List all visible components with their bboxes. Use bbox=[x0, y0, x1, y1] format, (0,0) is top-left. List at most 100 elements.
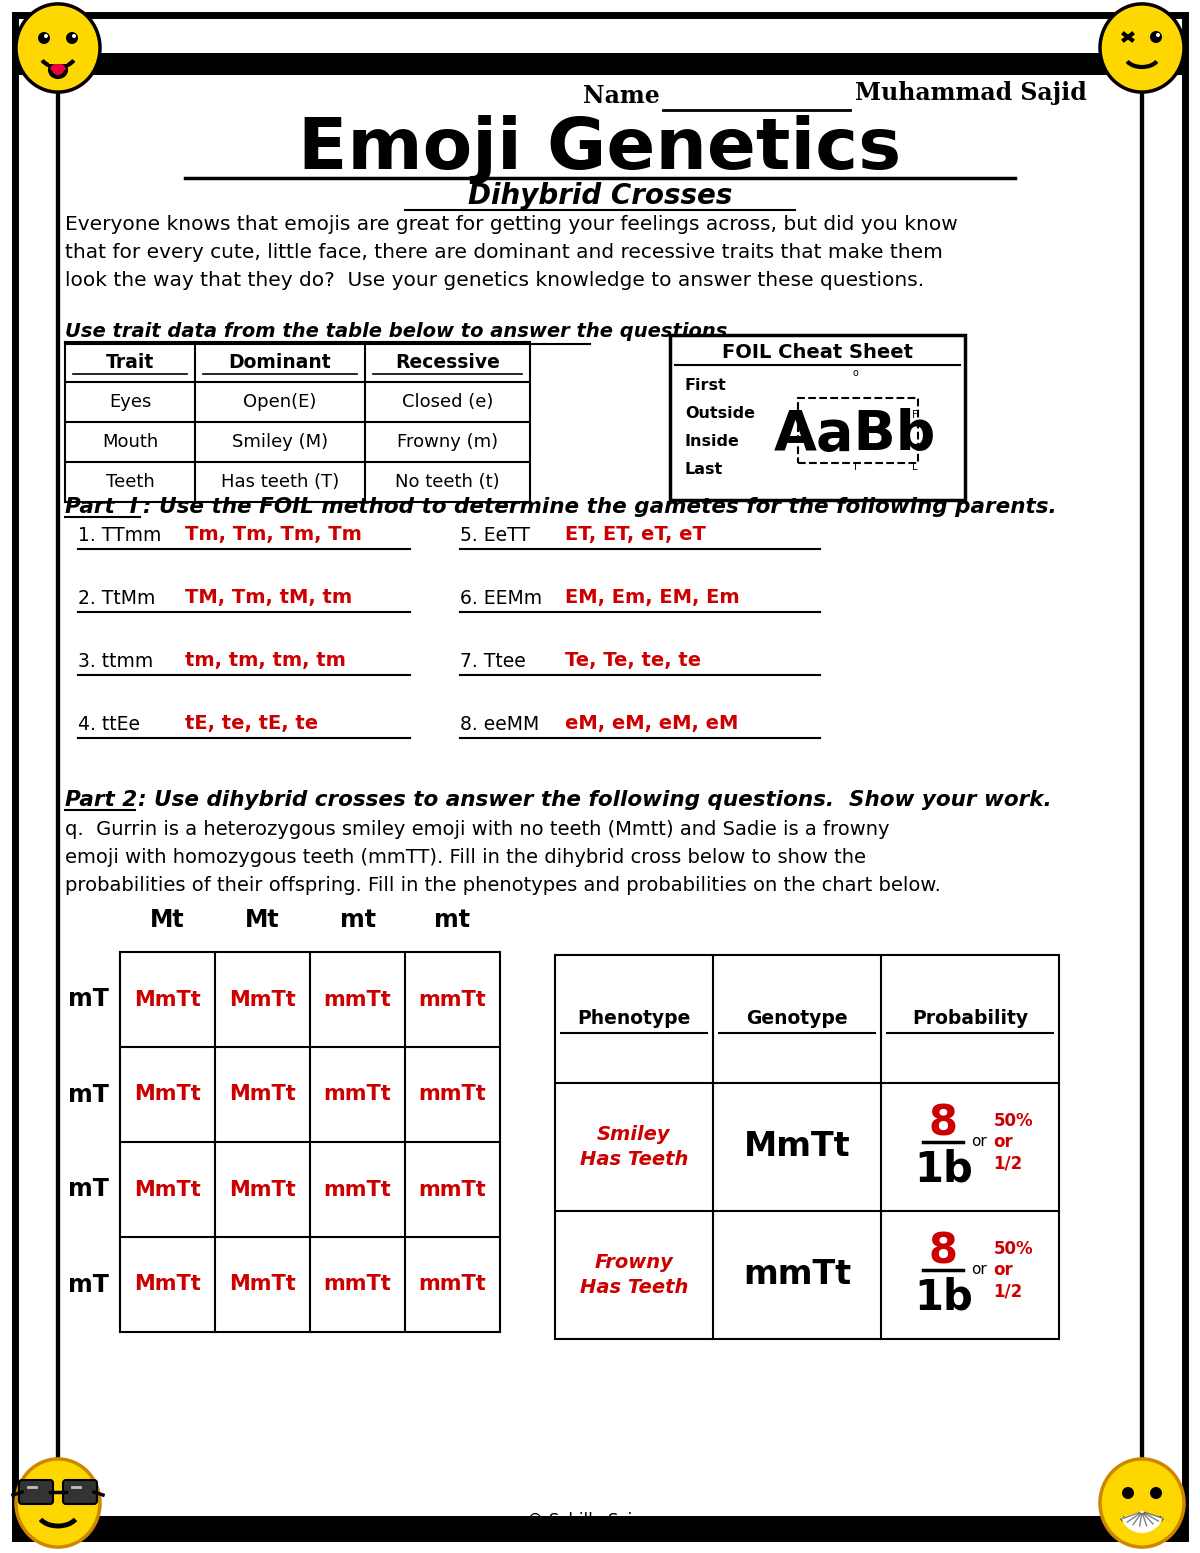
Text: tE, te, tE, te: tE, te, tE, te bbox=[185, 714, 318, 733]
Text: mT: mT bbox=[67, 1272, 108, 1297]
Text: Dihybrid Crosses: Dihybrid Crosses bbox=[468, 182, 732, 210]
Text: mT: mT bbox=[67, 1177, 108, 1202]
FancyBboxPatch shape bbox=[19, 1480, 53, 1503]
Text: EM, Em, EM, Em: EM, Em, EM, Em bbox=[565, 589, 739, 607]
Text: Mouth: Mouth bbox=[102, 433, 158, 450]
Text: mmTt: mmTt bbox=[324, 1275, 391, 1295]
Circle shape bbox=[1156, 33, 1160, 37]
Text: mmTt: mmTt bbox=[324, 1084, 391, 1104]
Text: Trait: Trait bbox=[106, 353, 154, 371]
Text: 50%
or
1/2: 50% or 1/2 bbox=[994, 1112, 1033, 1173]
Text: tm, tm, tm, tm: tm, tm, tm, tm bbox=[185, 651, 346, 669]
Text: AaBb: AaBb bbox=[774, 408, 936, 461]
Text: MmTt: MmTt bbox=[134, 989, 200, 1009]
Text: eM, eM, eM, eM: eM, eM, eM, eM bbox=[565, 714, 738, 733]
Text: Frowny
Has Teeth: Frowny Has Teeth bbox=[580, 1253, 688, 1297]
Text: 1b: 1b bbox=[914, 1148, 973, 1190]
Bar bbox=[670, 335, 965, 500]
Bar bbox=[49, 54, 67, 64]
Text: 1. TTmm: 1. TTmm bbox=[78, 526, 161, 545]
Text: MmTt: MmTt bbox=[134, 1275, 200, 1295]
Text: MmTt: MmTt bbox=[229, 1179, 296, 1199]
Text: Eyes: Eyes bbox=[109, 393, 151, 412]
Text: Inside: Inside bbox=[685, 433, 740, 449]
Text: First: First bbox=[685, 377, 727, 393]
Ellipse shape bbox=[1100, 1458, 1184, 1547]
Text: Mt: Mt bbox=[245, 909, 280, 932]
Text: Part 2: Part 2 bbox=[65, 790, 137, 811]
Circle shape bbox=[1122, 1488, 1134, 1499]
Text: mt: mt bbox=[434, 909, 470, 932]
Text: mt: mt bbox=[340, 909, 376, 932]
Text: Last: Last bbox=[685, 461, 724, 477]
Circle shape bbox=[44, 34, 48, 37]
Text: mmTt: mmTt bbox=[324, 1179, 391, 1199]
Circle shape bbox=[38, 33, 50, 43]
Text: mmTt: mmTt bbox=[419, 1084, 486, 1104]
Text: MmTt: MmTt bbox=[744, 1131, 851, 1163]
Text: F: F bbox=[912, 410, 918, 419]
Text: Probability: Probability bbox=[912, 1009, 1028, 1028]
Text: 8: 8 bbox=[929, 1103, 958, 1145]
Text: MmTt: MmTt bbox=[229, 1084, 296, 1104]
Bar bbox=[14, 1516, 1186, 1537]
Text: mmTt: mmTt bbox=[419, 1179, 486, 1199]
Ellipse shape bbox=[1100, 5, 1184, 92]
Text: Smiley (M): Smiley (M) bbox=[232, 433, 328, 450]
Text: mT: mT bbox=[67, 988, 108, 1011]
Text: q.  Gurrin is a heterozygous smiley emoji with no teeth (Mmtt) and Sadie is a fr: q. Gurrin is a heterozygous smiley emoji… bbox=[65, 820, 941, 895]
Text: Part  I: Part I bbox=[65, 497, 138, 517]
Text: Name: Name bbox=[583, 84, 660, 109]
Text: Teeth: Teeth bbox=[106, 474, 155, 491]
Text: MmTt: MmTt bbox=[134, 1179, 200, 1199]
Text: MmTt: MmTt bbox=[229, 989, 296, 1009]
Text: Smiley
Has Teeth: Smiley Has Teeth bbox=[580, 1124, 688, 1169]
Text: or: or bbox=[971, 1135, 988, 1149]
Text: FOIL Cheat Sheet: FOIL Cheat Sheet bbox=[722, 343, 913, 362]
Text: 1b: 1b bbox=[914, 1277, 973, 1318]
FancyBboxPatch shape bbox=[64, 1480, 97, 1503]
Text: Closed (e): Closed (e) bbox=[402, 393, 493, 412]
Text: Use trait data from the table below to answer the questions: Use trait data from the table below to a… bbox=[65, 321, 727, 342]
Bar bbox=[14, 53, 1186, 75]
Text: I: I bbox=[853, 461, 857, 472]
Text: MmTt: MmTt bbox=[229, 1275, 296, 1295]
Text: mT: mT bbox=[67, 1082, 108, 1106]
Text: No teeth (t): No teeth (t) bbox=[395, 474, 500, 491]
Text: Frowny (m): Frowny (m) bbox=[397, 433, 498, 450]
Text: 8. eeMM: 8. eeMM bbox=[460, 714, 539, 735]
Text: Outside: Outside bbox=[685, 405, 755, 421]
Text: TM, Tm, tM, tm: TM, Tm, tM, tm bbox=[185, 589, 352, 607]
Wedge shape bbox=[1121, 1511, 1163, 1533]
Text: Has teeth (T): Has teeth (T) bbox=[221, 474, 340, 491]
Text: MmTt: MmTt bbox=[134, 1084, 200, 1104]
Circle shape bbox=[66, 33, 78, 43]
Text: Dominant: Dominant bbox=[229, 353, 331, 371]
Text: Mt: Mt bbox=[150, 909, 185, 932]
Text: : Use dihybrid crosses to answer the following questions.  Show your work.: : Use dihybrid crosses to answer the fol… bbox=[138, 790, 1051, 811]
Text: 8: 8 bbox=[929, 1230, 958, 1272]
Text: o: o bbox=[852, 368, 858, 377]
Text: Everyone knows that emojis are great for getting your feelings across, but did y: Everyone knows that emojis are great for… bbox=[65, 214, 958, 290]
Text: or: or bbox=[971, 1263, 988, 1278]
Text: Genotype: Genotype bbox=[746, 1009, 848, 1028]
Text: L: L bbox=[912, 461, 918, 472]
Circle shape bbox=[1150, 1488, 1162, 1499]
Text: 4. ttEe: 4. ttEe bbox=[78, 714, 140, 735]
Text: © Schilly Science: © Schilly Science bbox=[527, 1513, 673, 1530]
Circle shape bbox=[72, 34, 76, 37]
Ellipse shape bbox=[16, 5, 100, 92]
Text: Emoji Genetics: Emoji Genetics bbox=[299, 115, 901, 183]
Text: Te, Te, te, te: Te, Te, te, te bbox=[565, 651, 701, 669]
Text: Recessive: Recessive bbox=[395, 353, 500, 371]
Text: mmTt: mmTt bbox=[743, 1258, 851, 1292]
Text: Open(E): Open(E) bbox=[244, 393, 317, 412]
Text: 3. ttmm: 3. ttmm bbox=[78, 652, 154, 671]
Text: 7. Ttee: 7. Ttee bbox=[460, 652, 526, 671]
Text: Muhammad Sajid: Muhammad Sajid bbox=[854, 81, 1087, 106]
Text: 50%
or
1/2: 50% or 1/2 bbox=[994, 1239, 1033, 1300]
Text: : Use the FOIL method to determine the gametes for the following parents.: : Use the FOIL method to determine the g… bbox=[143, 497, 1057, 517]
Circle shape bbox=[1150, 31, 1162, 43]
Text: ET, ET, eT, eT: ET, ET, eT, eT bbox=[565, 525, 706, 544]
Ellipse shape bbox=[16, 1458, 100, 1547]
